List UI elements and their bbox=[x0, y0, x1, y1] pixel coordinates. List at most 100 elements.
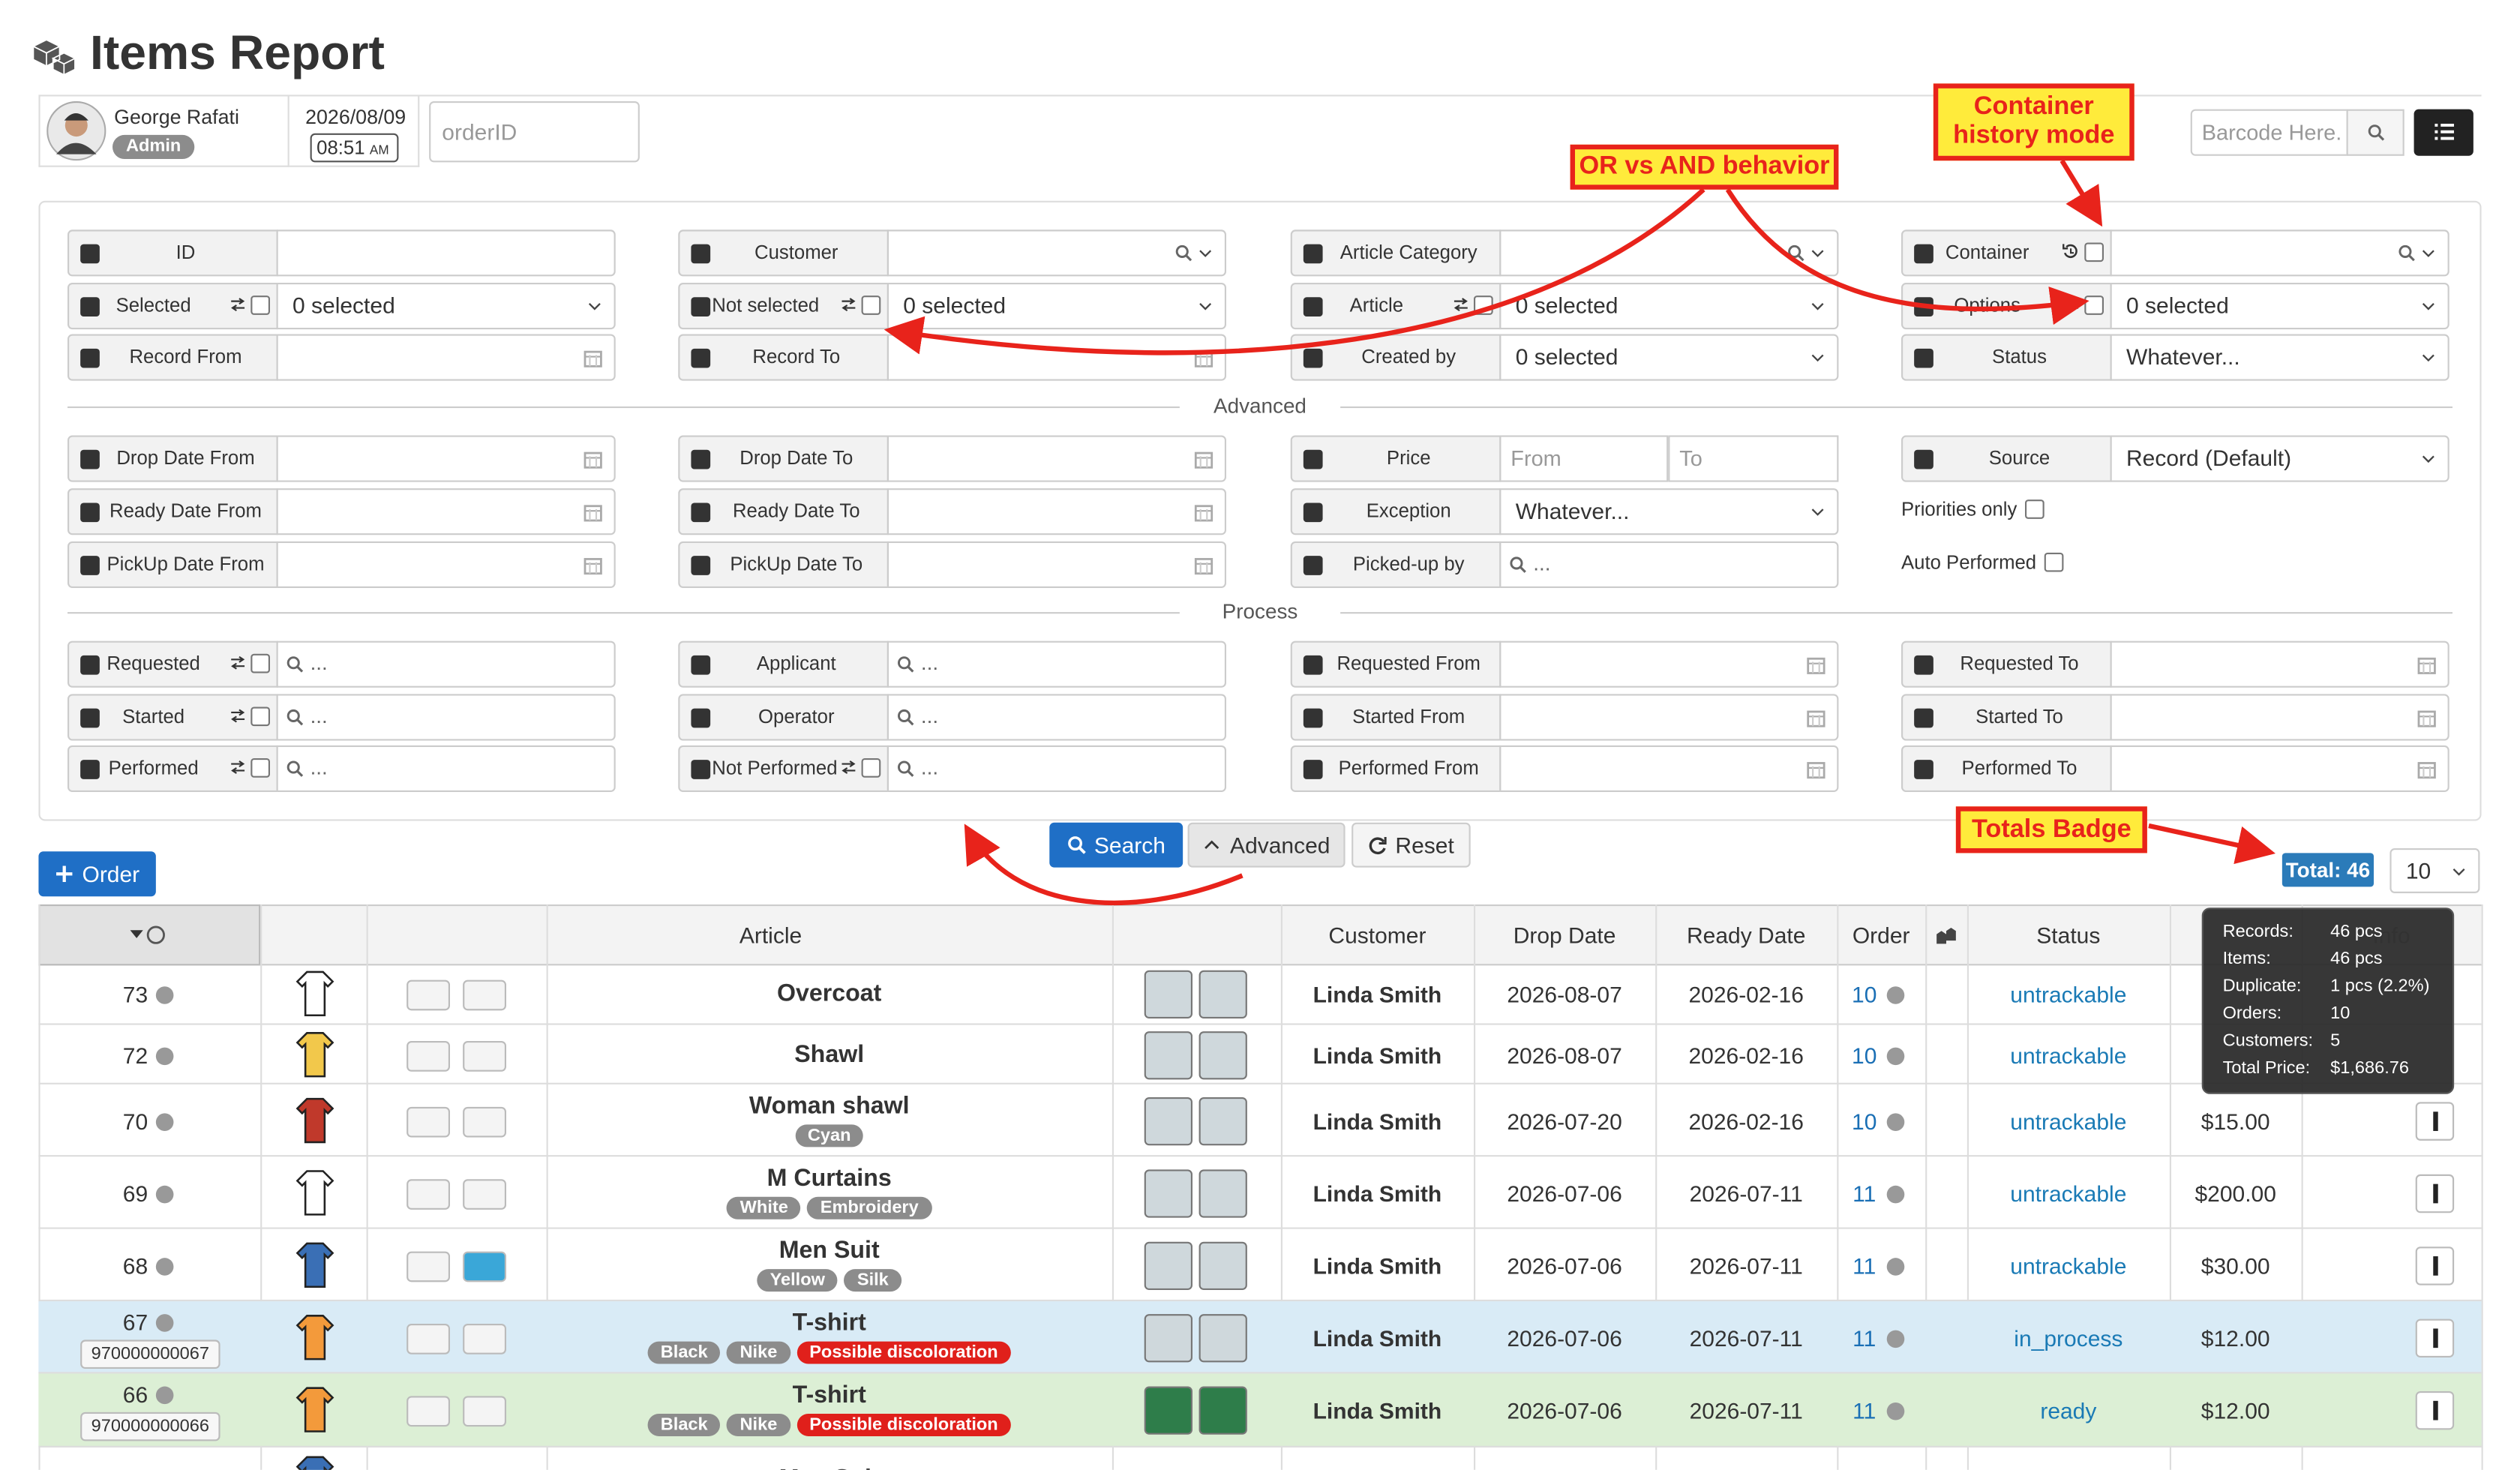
filter-input[interactable]: ... bbox=[276, 640, 616, 688]
image-button[interactable] bbox=[463, 1106, 506, 1137]
barcode-input[interactable]: Barcode Here. bbox=[2190, 109, 2348, 156]
details-button[interactable] bbox=[406, 1396, 450, 1427]
details-button[interactable] bbox=[406, 1106, 450, 1137]
filter-input[interactable]: 0 selected bbox=[886, 282, 1226, 330]
filter-input[interactable] bbox=[886, 230, 1226, 277]
section-title: Advanced bbox=[1179, 393, 1341, 418]
row-order[interactable]: 10 bbox=[1852, 1042, 1877, 1068]
details-button[interactable] bbox=[406, 980, 450, 1011]
row-order[interactable]: 11 bbox=[1852, 1180, 1876, 1206]
filter-input[interactable] bbox=[886, 541, 1226, 588]
search-button[interactable]: Search bbox=[1049, 822, 1184, 868]
image-button[interactable] bbox=[463, 1322, 506, 1354]
image-button[interactable] bbox=[463, 1040, 506, 1071]
filter-input[interactable]: Record (Default) bbox=[2110, 435, 2450, 482]
filter-input[interactable] bbox=[276, 334, 616, 381]
details-button[interactable] bbox=[406, 1178, 450, 1209]
filter-input[interactable]: ... bbox=[886, 745, 1226, 793]
row-status[interactable]: untrackable bbox=[2010, 1180, 2127, 1206]
filter-input[interactable] bbox=[1499, 694, 1839, 741]
row-status[interactable]: ready bbox=[2040, 1397, 2097, 1424]
details-button[interactable] bbox=[406, 1040, 450, 1071]
filter-input[interactable]: ... bbox=[276, 694, 616, 741]
filter-input[interactable]: ... bbox=[886, 694, 1226, 741]
filter-input[interactable]: 0 selected bbox=[2110, 282, 2450, 330]
menu-button[interactable] bbox=[2414, 109, 2474, 156]
total-badge[interactable]: Total: 46 bbox=[2282, 853, 2374, 887]
image-button[interactable] bbox=[463, 1396, 506, 1427]
filter-label: Options bbox=[1901, 282, 2112, 330]
checkbox[interactable] bbox=[250, 653, 270, 674]
filter-placeholder: ... bbox=[310, 704, 328, 728]
checkbox[interactable] bbox=[861, 758, 881, 778]
reset-button[interactable]: Reset bbox=[1352, 822, 1471, 868]
checkbox[interactable] bbox=[1473, 296, 1493, 315]
filter-input[interactable] bbox=[276, 541, 616, 588]
row-order[interactable]: 11 bbox=[1852, 1252, 1876, 1278]
checkbox[interactable] bbox=[250, 706, 270, 727]
filter-input[interactable] bbox=[1499, 745, 1839, 793]
checkbox[interactable] bbox=[2044, 552, 2064, 572]
page-size-select[interactable]: 10 bbox=[2390, 848, 2480, 893]
image-button[interactable] bbox=[463, 980, 506, 1011]
info-button[interactable] bbox=[2415, 1318, 2455, 1357]
filter-label-text: Requested bbox=[106, 652, 200, 675]
filter-input[interactable] bbox=[276, 488, 616, 536]
row-status[interactable]: untrackable bbox=[2010, 981, 2127, 1008]
filter-label-text: Not selected bbox=[712, 293, 820, 316]
filter-input[interactable] bbox=[886, 435, 1226, 482]
order-id-input[interactable]: orderID bbox=[429, 100, 640, 163]
filter-input[interactable] bbox=[886, 334, 1226, 381]
filter-input[interactable]: 0 selected bbox=[1499, 282, 1839, 330]
filter-input[interactable] bbox=[2110, 640, 2450, 688]
row-order[interactable]: 11 bbox=[1852, 1397, 1876, 1424]
row-order[interactable]: 10 bbox=[1852, 981, 1877, 1008]
price-from-input[interactable]: From bbox=[1499, 435, 1669, 482]
barcode-search-button[interactable] bbox=[2346, 109, 2404, 156]
filter-input[interactable] bbox=[886, 488, 1226, 536]
checkbox[interactable] bbox=[250, 296, 270, 315]
filter-input[interactable]: ... bbox=[1499, 541, 1839, 588]
filter-input[interactable] bbox=[2110, 230, 2450, 277]
row-article: Shawl bbox=[794, 1040, 865, 1068]
advanced-button[interactable]: Advanced bbox=[1187, 822, 1346, 868]
filter-input[interactable]: ... bbox=[886, 640, 1226, 688]
row-status[interactable]: in_process bbox=[2014, 1324, 2123, 1351]
filter-input[interactable] bbox=[276, 435, 616, 482]
add-order-button[interactable]: Order bbox=[38, 851, 156, 897]
checkbox[interactable] bbox=[2084, 242, 2104, 262]
article-image bbox=[296, 1096, 334, 1143]
time-suffix: AM bbox=[369, 142, 389, 158]
checkbox[interactable] bbox=[861, 296, 881, 315]
checkbox[interactable] bbox=[2084, 296, 2104, 315]
details-button[interactable] bbox=[406, 1322, 450, 1354]
filter-label-text: Record To bbox=[752, 345, 841, 368]
filter-input[interactable] bbox=[2110, 694, 2450, 741]
table-row bbox=[38, 964, 2482, 1025]
checkbox[interactable] bbox=[250, 758, 270, 778]
row-order[interactable]: 10 bbox=[1852, 1107, 1877, 1134]
filter-input[interactable]: 0 selected bbox=[1499, 334, 1839, 381]
checkbox[interactable] bbox=[2025, 500, 2044, 519]
filter-input[interactable] bbox=[1499, 230, 1839, 277]
filter-input[interactable]: 0 selected bbox=[276, 282, 616, 330]
filter-input[interactable]: Whatever... bbox=[1499, 488, 1839, 536]
filter-input[interactable]: ... bbox=[276, 745, 616, 793]
info-button-glyph bbox=[2433, 1400, 2438, 1420]
search-icon bbox=[1175, 244, 1192, 262]
row-status[interactable]: untrackable bbox=[2010, 1252, 2127, 1278]
table-row bbox=[38, 1229, 2482, 1302]
summary-label: Items: bbox=[2222, 949, 2271, 969]
filter-input[interactable] bbox=[2110, 745, 2450, 793]
image-button[interactable] bbox=[463, 1250, 506, 1282]
filter-input[interactable] bbox=[1499, 640, 1839, 688]
row-status[interactable]: untrackable bbox=[2010, 1107, 2127, 1134]
filter-input[interactable]: Whatever... bbox=[2110, 334, 2450, 381]
details-button[interactable] bbox=[406, 1250, 450, 1282]
article-image bbox=[296, 1387, 334, 1432]
image-button[interactable] bbox=[463, 1178, 506, 1209]
row-order[interactable]: 11 bbox=[1852, 1324, 1876, 1351]
row-status[interactable]: untrackable bbox=[2010, 1042, 2127, 1068]
price-to-input[interactable]: To bbox=[1668, 435, 1839, 482]
filter-input[interactable] bbox=[276, 230, 616, 277]
